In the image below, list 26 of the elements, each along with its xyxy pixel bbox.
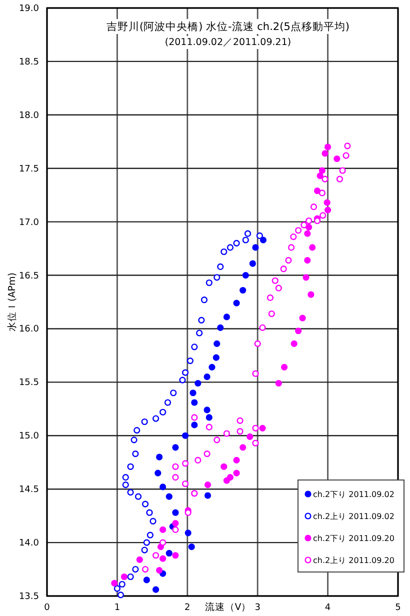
y-tick-label: 18.5 xyxy=(18,57,39,68)
y-tick-label: 16.0 xyxy=(18,324,40,335)
y-tick-label: 17.0 xyxy=(18,218,40,228)
y-axis-title: 水位Ｉ(APm) xyxy=(6,272,18,332)
x-tick-label: 3 xyxy=(254,603,260,613)
x-tick-label: 2 xyxy=(184,603,190,613)
text: (2011.09.02／2011.09.21) xyxy=(164,37,292,48)
y-tick-label: 17.5 xyxy=(18,164,39,174)
y-tick-label: 14.5 xyxy=(18,485,39,496)
y-tick-label: 16.5 xyxy=(18,271,39,282)
legend-label: ch.2下り 2011.09.20 xyxy=(313,534,394,543)
x-axis-title: 流速（V） xyxy=(204,601,252,613)
y-tick-label: 15.0 xyxy=(18,432,40,442)
y-tick-label: 19.0 xyxy=(18,4,40,14)
text: 吉野川(阿波中央橋) 水位-流速 ch.2(5点移動平均) xyxy=(106,20,350,33)
y-tick-label: 13.5 xyxy=(18,592,39,602)
x-tick-label: 1 xyxy=(114,603,120,613)
x-tick-label: 5 xyxy=(395,603,401,613)
legend-label: ch.2上り 2011.09.20 xyxy=(313,556,394,565)
y-tick-label: 14.0 xyxy=(18,538,40,549)
x-tick-label: 0 xyxy=(44,603,50,613)
x-tick-label: 4 xyxy=(324,603,331,613)
y-tick-label: 15.5 xyxy=(18,378,39,388)
legend-label: ch.2上り 2011.09.02 xyxy=(313,512,394,521)
y-tick-label: 18.0 xyxy=(18,110,40,121)
legend-label: ch.2下り 2011.09.02 xyxy=(313,490,394,499)
